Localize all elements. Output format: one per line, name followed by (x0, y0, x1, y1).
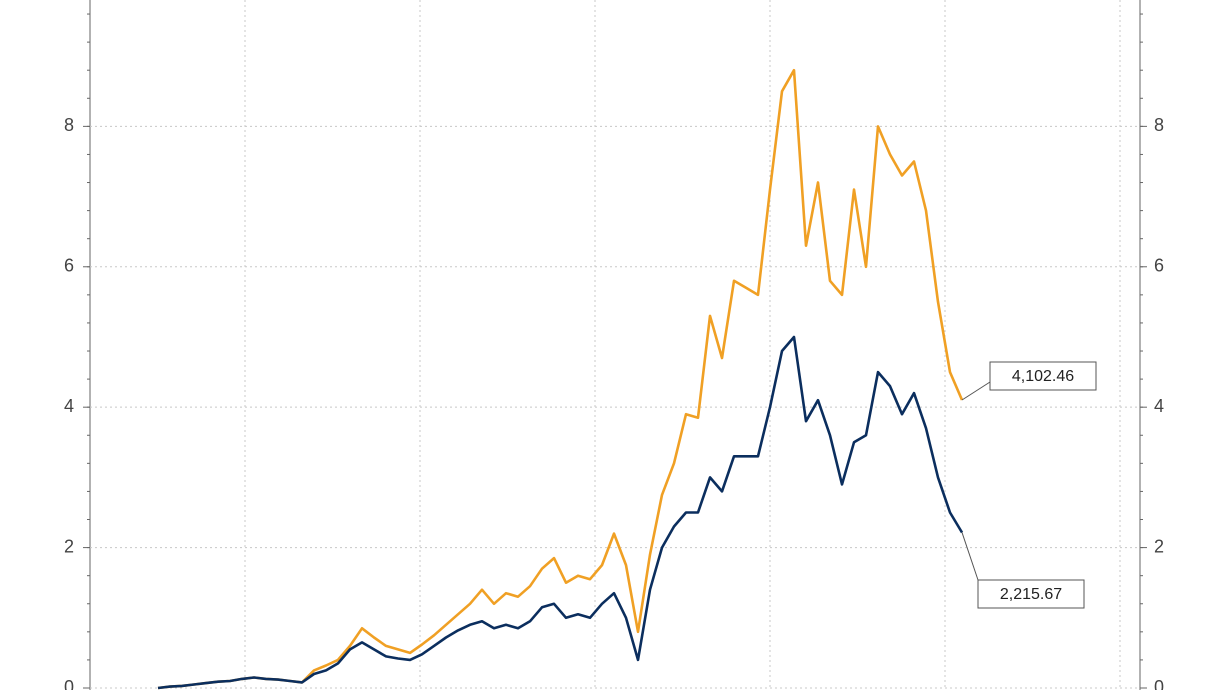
y-tick-label: 0 (64, 677, 74, 690)
y2-tick-label: 0 (1154, 677, 1164, 690)
y2-tick-label: 6 (1154, 256, 1164, 276)
y-tick-label: 2 (64, 536, 74, 556)
y2-tick-label: 2 (1154, 536, 1164, 556)
callout-box (989, 361, 1097, 391)
y-tick-label: 4 (64, 396, 74, 416)
callout-label: 4,102.46 (1012, 368, 1074, 385)
y2-tick-label: 4 (1154, 396, 1164, 416)
line-series (157, 335, 964, 690)
y-tick-label: 8 (64, 115, 74, 135)
line-series (157, 68, 964, 690)
callout-leader (961, 532, 979, 581)
callout-leader (961, 381, 991, 401)
y2-tick-label: 8 (1154, 115, 1164, 135)
callout-label: 2,215.67 (1000, 586, 1062, 603)
y-tick-label: 6 (64, 256, 74, 276)
callout-box (977, 579, 1085, 609)
